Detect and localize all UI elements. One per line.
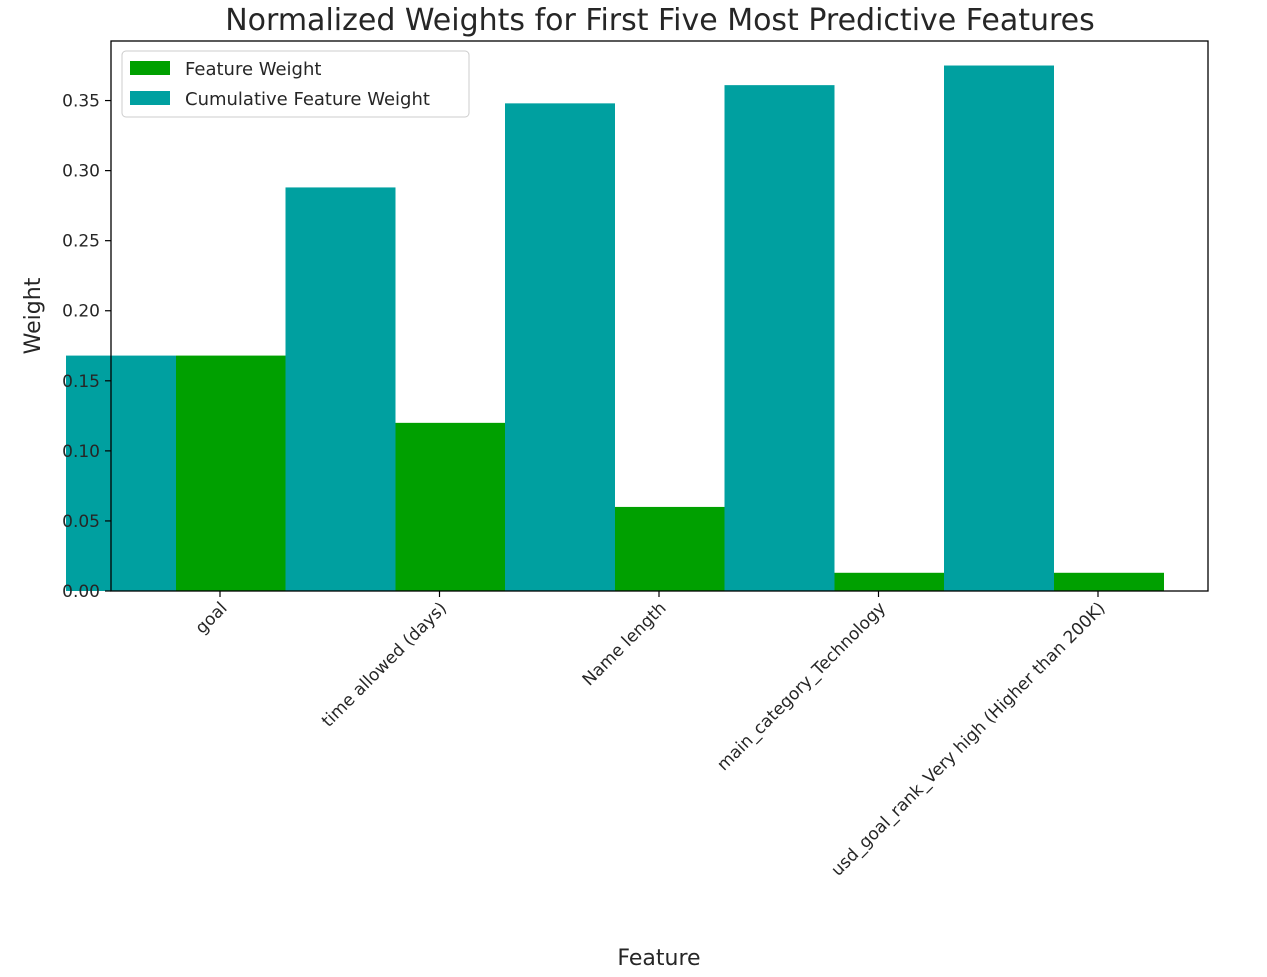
y-tick-label: 0.10 [62,442,100,462]
legend-swatch-feature-weight [130,61,170,75]
y-tick-label: 0.25 [62,232,100,252]
bars-group [66,65,1164,592]
y-tick-label: 0.35 [62,92,100,112]
x-tick-label: goal [192,598,232,638]
x-tick-label: main_category_Technology [713,598,890,775]
bar-cumulative-weight [724,85,835,591]
bar-feature-weight [176,355,286,591]
y-axis-label: Weight [21,277,46,354]
x-tick-label: time allowed (days) [318,598,451,731]
legend-swatch-cumulative-weight [130,91,170,105]
chart-title: Normalized Weights for First Five Most P… [225,3,1095,38]
y-axis: 0.00 0.05 0.10 0.15 0.20 0.25 0.30 0.35 [62,92,111,602]
y-tick-label: 0.20 [62,302,100,322]
x-axis: goal time allowed (days) Name length main_c… [192,591,1110,880]
x-axis-label: Feature [617,946,700,971]
legend-label-cumulative-weight: Cumulative Feature Weight [185,89,430,110]
y-tick-label: 0.30 [62,162,100,182]
y-tick-label: 0.15 [62,372,100,392]
x-tick-label: Name length [579,598,671,690]
legend-label-feature-weight: Feature Weight [185,59,321,80]
legend-frame [121,50,470,118]
bar-feature-weight [615,506,725,591]
bar-cumulative-weight [944,65,1054,592]
bar-feature-weight [395,422,506,591]
y-tick-label: 0.00 [62,582,100,602]
bar-cumulative-weight [285,187,396,592]
bar-feature-weight [1054,572,1164,591]
y-tick-label: 0.05 [62,512,100,532]
legend: Feature Weight Cumulative Feature Weight [121,50,470,118]
x-tick-label: usd_goal_rank_Very high (Higher than 200… [828,598,1110,880]
bar-feature-weight [834,572,945,591]
bar-cumulative-weight [66,355,176,591]
bar-cumulative-weight [505,103,615,591]
